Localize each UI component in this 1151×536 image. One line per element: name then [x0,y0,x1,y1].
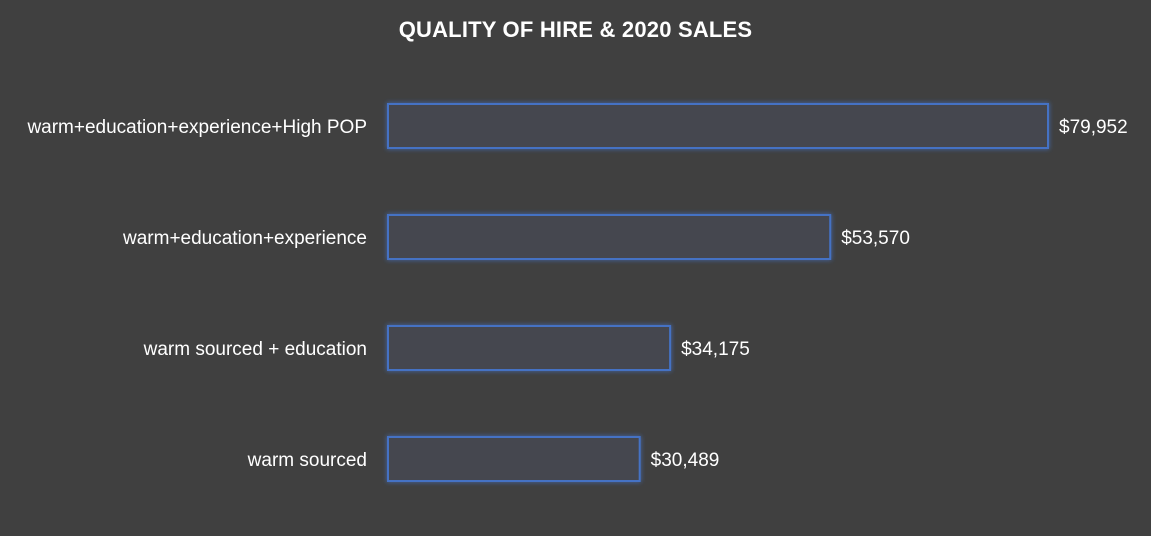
value-label-3: $30,489 [651,450,720,471]
category-label-1: warm+education+experience [122,228,367,249]
bar-0 [387,103,1049,149]
bar-1 [387,214,832,260]
value-label-1: $53,570 [841,228,910,249]
bars-group: warm+education+experience+High POP $79,95… [26,103,1128,482]
bar-3 [387,436,641,482]
category-label-2: warm sourced + education [143,339,367,360]
value-label-2: $34,175 [681,339,750,360]
chart-title: QUALITY OF HIRE & 2020 SALES [398,17,753,42]
category-label-0: warm+education+experience+High POP [26,117,367,138]
category-label-3: warm sourced [247,450,367,471]
bar-2 [387,325,672,371]
value-label-0: $79,952 [1059,117,1128,138]
